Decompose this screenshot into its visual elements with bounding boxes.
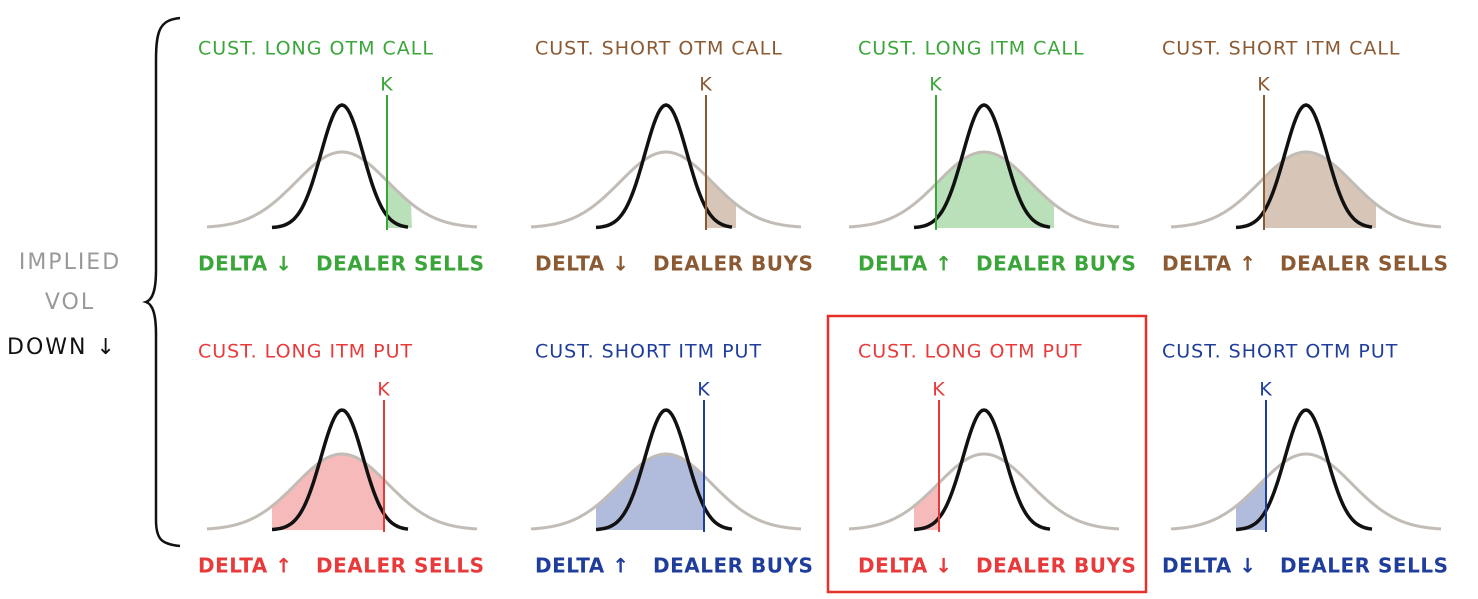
panel: CUST. SHORT ITM CALL K DELTA ↑ DEALER SELLS xyxy=(1162,38,1448,276)
panel: CUST. SHORT ITM PUT K DELTA ↑ DEALER BUYS xyxy=(530,341,813,578)
panel: CUST. LONG OTM CALL K DELTA ↓ DEALER SELLS xyxy=(198,38,484,276)
realized-curve xyxy=(271,408,409,532)
panel: CUST. LONG ITM CALL K DELTA ↑ DEALER BUYS xyxy=(848,38,1136,276)
strike-label: K xyxy=(929,74,942,96)
panel-title: CUST. LONG ITM CALL xyxy=(858,38,1085,60)
delta-label: DELTA ↓ xyxy=(858,554,953,578)
side-label: VOL xyxy=(45,290,95,315)
dealer-label: DEALER BUYS xyxy=(976,554,1136,578)
realized-curve xyxy=(271,103,409,230)
delta-label: DELTA ↓ xyxy=(198,252,293,276)
dealer-label: DEALER BUYS xyxy=(653,252,813,276)
shaded-area xyxy=(596,454,704,530)
implied-curve xyxy=(848,150,1120,229)
panel-title: CUST. LONG OTM PUT xyxy=(858,341,1082,363)
shaded-area xyxy=(1236,477,1266,530)
realized-curve xyxy=(913,408,1051,532)
dealer-label: DEALER BUYS xyxy=(653,554,813,578)
realized-curve xyxy=(1235,103,1373,230)
strike-label: K xyxy=(1259,379,1272,401)
panel-title: CUST. LONG ITM PUT xyxy=(198,341,413,363)
realized-curve xyxy=(595,408,733,532)
realized-curve xyxy=(595,103,733,230)
dealer-label: DEALER SELLS xyxy=(316,554,484,578)
delta-label: DELTA ↑ xyxy=(198,554,293,578)
panel-title: CUST. LONG OTM CALL xyxy=(198,38,434,60)
panel-title: CUST. SHORT OTM CALL xyxy=(535,38,783,60)
realized-curve xyxy=(1235,408,1373,532)
side-label: DOWN ↓ xyxy=(7,335,117,360)
strike-label: K xyxy=(932,379,945,401)
shaded-area xyxy=(706,175,736,228)
shaded-area xyxy=(914,483,939,530)
dealer-label: DEALER SELLS xyxy=(316,252,484,276)
dealer-label: DEALER BUYS xyxy=(976,252,1136,276)
highlight-box xyxy=(826,314,1148,594)
strike-label: K xyxy=(699,74,712,96)
implied-curve xyxy=(848,452,1120,531)
implied-curve xyxy=(206,150,478,229)
panel-title: CUST. SHORT ITM CALL xyxy=(1162,38,1401,60)
dealer-label: DEALER SELLS xyxy=(1280,554,1448,578)
panel: CUST. LONG OTM PUT K DELTA ↓ DEALER BUYS xyxy=(848,341,1136,578)
panel: CUST. SHORT OTM PUT K DELTA ↓ DEALER SELLS xyxy=(1162,341,1448,578)
strike-label: K xyxy=(697,379,710,401)
strike-label: K xyxy=(377,379,390,401)
implied-curve xyxy=(1170,452,1442,531)
panel: CUST. LONG ITM PUT K DELTA ↑ DEALER SELLS xyxy=(198,341,484,578)
panel-title: CUST. SHORT ITM PUT xyxy=(535,341,762,363)
shaded-area xyxy=(387,180,412,228)
implied-curve xyxy=(206,452,478,531)
implied-curve xyxy=(1170,150,1442,229)
delta-label: DELTA ↓ xyxy=(535,252,630,276)
strike-label: K xyxy=(380,74,393,96)
implied-curve xyxy=(530,452,802,531)
implied-curve xyxy=(530,150,802,229)
panel: CUST. SHORT OTM CALL K DELTA ↓ DEALER BUYS xyxy=(530,38,813,276)
delta-label: DELTA ↑ xyxy=(535,554,630,578)
dealer-label: DEALER SELLS xyxy=(1280,252,1448,276)
delta-label: DELTA ↑ xyxy=(1162,252,1257,276)
panel-title: CUST. SHORT OTM PUT xyxy=(1162,341,1398,363)
side-label: IMPLIED xyxy=(19,250,121,275)
delta-label: DELTA ↑ xyxy=(858,252,953,276)
strike-label: K xyxy=(1257,74,1270,96)
delta-label: DELTA ↓ xyxy=(1162,554,1257,578)
brace xyxy=(142,16,181,548)
